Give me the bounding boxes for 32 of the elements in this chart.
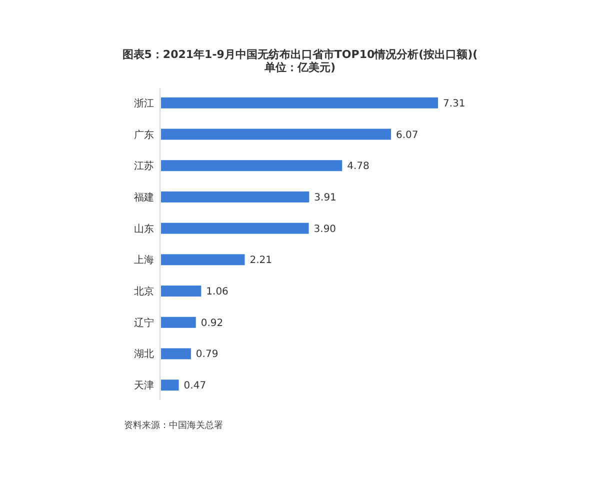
bar [161,160,342,172]
data-label: 7.31 [443,98,466,110]
data-label: 4.78 [347,161,370,172]
bar [161,316,196,328]
data-label: 3.91 [314,192,336,204]
y-tick-label: 湖北 [134,348,154,360]
y-tick-label: 广东 [134,128,154,141]
bar [161,222,309,234]
y-tick-label: 浙江 [134,97,154,110]
y-tick-label: 山东 [134,222,154,235]
data-label: 2.21 [250,255,272,266]
data-label: 6.07 [396,130,418,141]
y-tick-label: 江苏 [134,160,154,172]
chart-title: 图表5：2021年1-9月中国无纺布出口省市TOP10情况分析(按出口额)(单位：亿美元) [122,48,478,74]
text: 资料来源：中国海关总署 [124,420,223,431]
y-tick-label: 天津 [134,380,154,392]
y-tick-label: 辽宁 [134,316,154,329]
bar [161,286,202,297]
y-tick-label: 上海 [134,254,154,266]
data-label: 3.90 [314,224,336,235]
data-label: 0.92 [200,318,224,329]
bar [161,380,179,391]
bar [161,97,438,108]
data-label: 0.79 [196,349,218,360]
y-tick-label: 北京 [134,286,154,298]
bar [161,254,245,266]
data-label: 0.47 [184,380,206,392]
y-tick-label: 福建 [134,191,154,204]
data-label: 1.06 [206,286,228,298]
bar [161,128,392,140]
bar [161,348,191,360]
bar [161,191,310,202]
